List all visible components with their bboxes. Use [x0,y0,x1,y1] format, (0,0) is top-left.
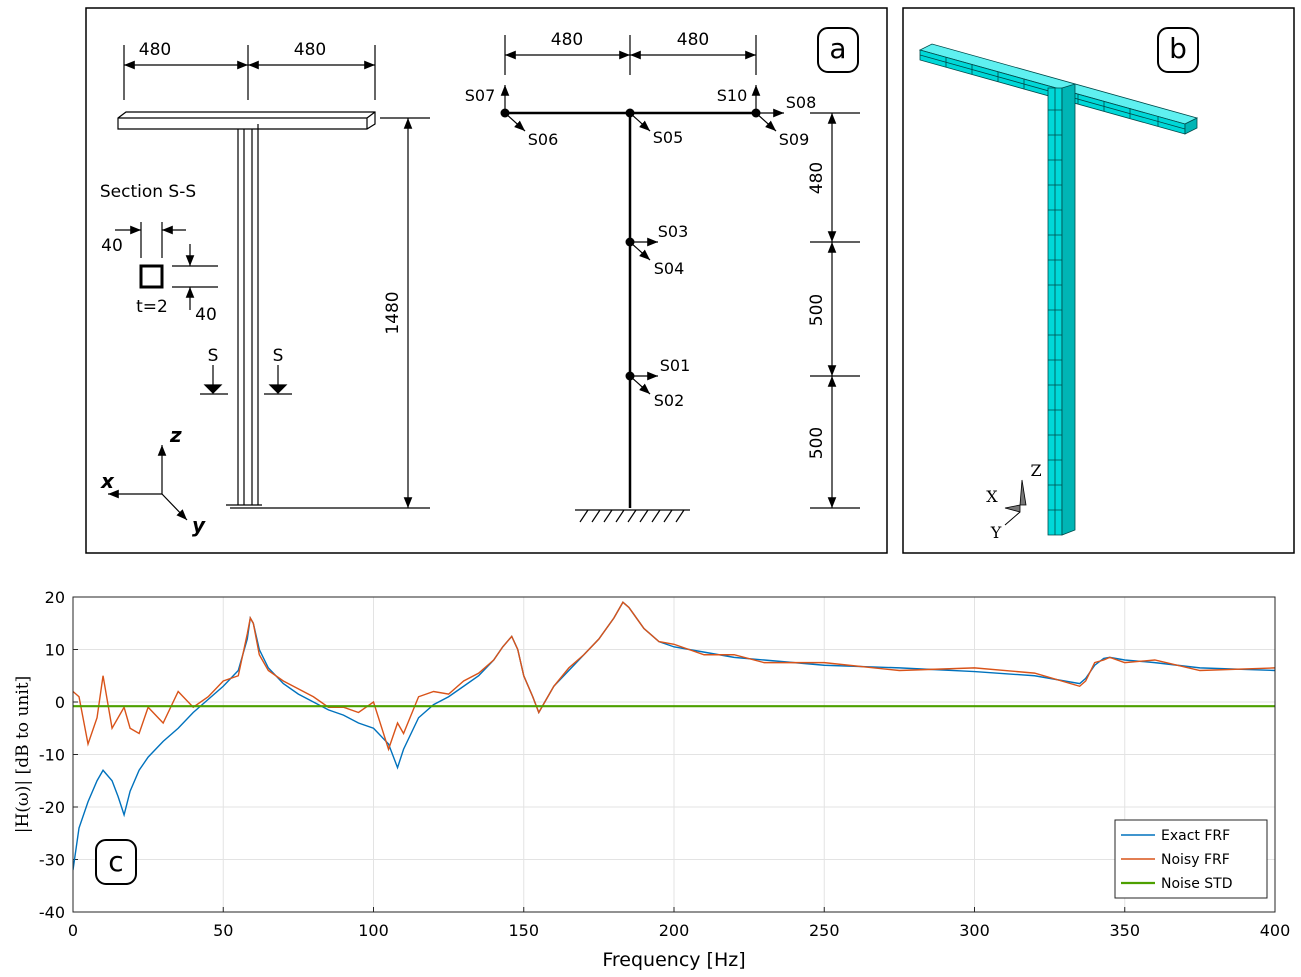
x-tick-label: 250 [809,921,840,940]
x-axis-label: Frequency [Hz] [602,949,745,971]
dimension: 40 [101,236,123,256]
legend-label: Noisy FRF [1161,852,1230,868]
dimension: 500 [807,427,827,459]
y-axis-label: |H(ω)| [dB to unit] [13,676,33,834]
sensor-label: S02 [654,391,685,410]
axis-label: z [169,423,182,447]
dimension: 480 [294,40,326,60]
y-tick-label: -40 [39,903,65,922]
dimension: 480 [551,30,583,50]
axis-label: Z [1030,461,1041,480]
dimension: 480 [807,162,827,194]
y-tick-label: 20 [45,588,65,607]
panel-a: a 480 480 1480 Section S-S 40 40 t=2 S S… [86,8,887,553]
x-tick-label: 400 [1260,921,1291,940]
panel-label: b [1169,32,1187,65]
panel-frame [903,8,1294,553]
sensor-label: S06 [528,130,559,149]
x-tick-label: 100 [358,921,389,940]
y-tick-label: -30 [39,851,65,870]
y-tick-label: -20 [39,798,65,817]
sensor-label: S04 [654,259,685,278]
axis-label: x [100,469,115,493]
sensor-label: S09 [779,130,810,149]
frf-chart: 0 50 100 150 200 250 300 350 400 -40 -30 -20 -10 0 10 2… [13,588,1290,971]
section-title: Section S-S [100,182,196,202]
x-tick-label: 300 [959,921,990,940]
dimension: 480 [139,40,171,60]
dimension: 500 [807,294,827,326]
panel-label: a [829,32,846,65]
sensor-label: S01 [660,356,691,375]
thickness: t=2 [136,297,168,317]
section-mark: S [208,346,219,366]
x-tick-label: 0 [68,921,78,940]
axis-label: y [192,513,206,537]
x-tick-label: 350 [1109,921,1140,940]
sensor-label: S05 [653,128,684,147]
dimension: 480 [677,30,709,50]
sensor-label: S07 [465,86,496,105]
sensor-label: S08 [786,93,817,112]
panel-label: c [108,845,123,878]
sensor-label: S03 [658,222,689,241]
panel-b: X Y Z b [903,8,1294,553]
section-mark: S [273,346,284,366]
legend-label: Noise STD [1161,876,1233,892]
axis-label: X [986,487,998,506]
axis-label: Y [990,523,1002,542]
t-frame-drawing [108,45,430,520]
axis-triad [1005,480,1026,512]
y-tick-label: 10 [45,641,65,660]
axis-triad [1005,512,1020,525]
y-tick-label: 0 [55,693,65,712]
sensor-label: S10 [717,86,748,105]
figure: a 480 480 1480 Section S-S 40 40 t=2 S S… [0,0,1301,973]
x-tick-label: 150 [508,921,539,940]
x-tick-label: 200 [659,921,690,940]
x-tick-label: 50 [213,921,233,940]
legend-label: Exact FRF [1161,828,1230,844]
fe-mesh [920,44,1197,535]
dimension: 1480 [383,291,403,334]
y-tick-label: -10 [39,746,65,765]
dimension: 40 [195,305,217,325]
